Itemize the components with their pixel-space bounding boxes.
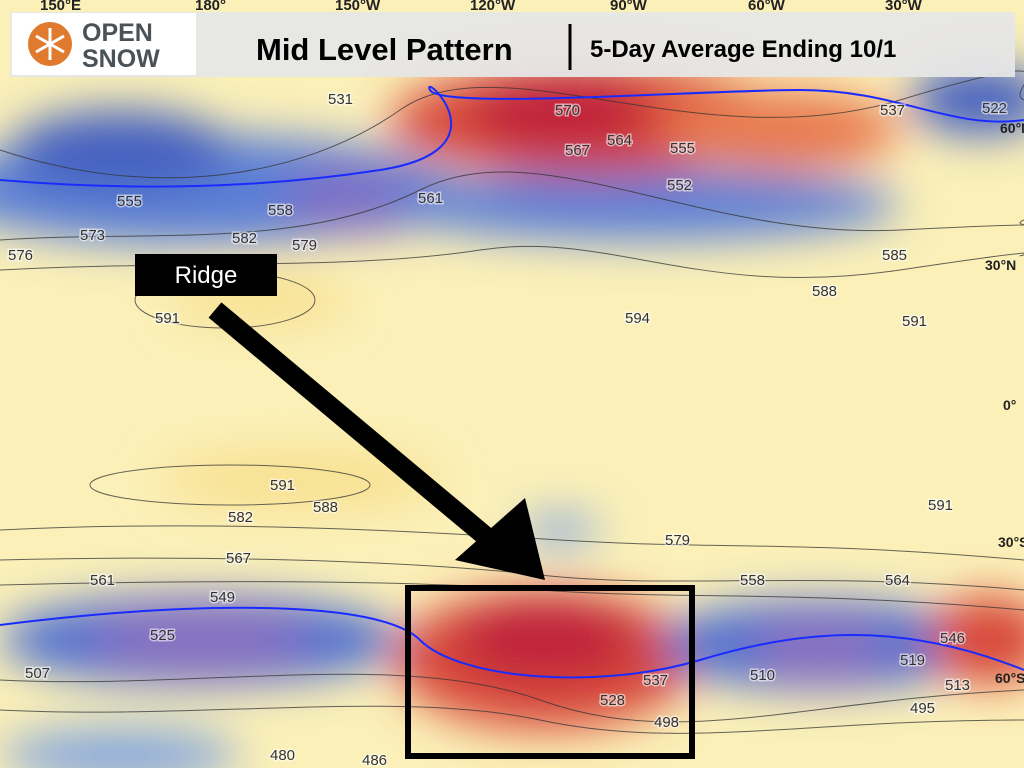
contour-label: 567	[565, 142, 590, 159]
contour-label: 558	[740, 572, 765, 589]
contour-label: 591	[270, 477, 295, 494]
anomaly-shading	[0, 65, 1024, 768]
longitude-labels: 150°E 180° 150°W 120°W 90°W 60°W 30°W	[40, 0, 923, 14]
longitude-label: 150°E	[40, 0, 81, 14]
contour-label: 588	[313, 499, 338, 516]
annotation-label: Ridge	[175, 262, 238, 289]
contour-label: 486	[362, 752, 387, 768]
longitude-label: 60°W	[748, 0, 786, 14]
latitude-labels: 60°N 30°N 0° 30°S 60°S	[985, 120, 1024, 686]
contour-label: 480	[270, 747, 295, 764]
contour-label: 585	[882, 247, 907, 264]
contour-label: 588	[812, 283, 837, 300]
contour-label: 579	[292, 237, 317, 254]
contour-label: 561	[90, 572, 115, 589]
contour-label: 555	[117, 193, 142, 210]
contour-label: 498	[654, 714, 679, 731]
latitude-label: 60°S	[995, 670, 1024, 686]
contour-label: 552	[667, 177, 692, 194]
map-subtitle: 5-Day Average Ending 10/1	[590, 36, 896, 63]
longitude-label: 120°W	[470, 0, 516, 14]
contour-label: 531	[328, 91, 353, 108]
contour-label: 576	[8, 247, 33, 264]
contour-label: 546	[940, 630, 965, 647]
contour-label: 591	[155, 310, 180, 327]
contour-label: 507	[25, 665, 50, 682]
contour-label: 528	[600, 692, 625, 709]
contour-label: 561	[418, 190, 443, 207]
contour-label: 570	[555, 102, 580, 119]
latitude-label: 30°N	[985, 257, 1016, 273]
contour-label: 510	[750, 667, 775, 684]
latitude-label: 30°S	[998, 534, 1024, 550]
contour-label: 582	[228, 509, 253, 526]
logo-text: SNOW	[82, 45, 160, 73]
longitude-label: 180°	[195, 0, 226, 14]
contour-label: 558	[268, 202, 293, 219]
map-title: Mid Level Pattern	[256, 32, 513, 67]
contour-label: 579	[665, 532, 690, 549]
annotation-box	[135, 254, 277, 296]
contour-label: 513	[945, 677, 970, 694]
contour-label: 522	[982, 100, 1007, 117]
logo-text: OPEN	[82, 19, 153, 47]
latitude-label: 0°	[1003, 397, 1016, 413]
reference-contour	[0, 85, 1024, 679]
latitude-label: 60°N	[1000, 120, 1024, 136]
contour-label: 537	[880, 102, 905, 119]
arrow	[208, 302, 545, 580]
logo-flake	[35, 28, 65, 60]
longitude-label: 150°W	[335, 0, 381, 14]
contour-label: 594	[625, 310, 650, 327]
contour-label: 567	[226, 550, 251, 567]
contour-label: 564	[885, 572, 910, 589]
contour-label: 582	[232, 230, 257, 247]
contour-label: 549	[210, 589, 235, 606]
contour-label: 495	[910, 700, 935, 717]
longitude-label: 30°W	[885, 0, 923, 14]
contour-labels: 591 582 579 573 576 555 558 561 531 570 567 564 555 5…	[7, 90, 1009, 768]
contour-label: 519	[900, 652, 925, 669]
contour-label: 525	[150, 627, 175, 644]
contour-label: 564	[607, 132, 632, 149]
contour-label: 537	[643, 672, 668, 689]
contour-label: 591	[902, 313, 927, 330]
longitude-label: 90°W	[610, 0, 648, 14]
contour-label: 555	[670, 140, 695, 157]
contour-label: 591	[928, 497, 953, 514]
contour-label: 573	[80, 227, 105, 244]
highlight-box	[405, 585, 695, 759]
